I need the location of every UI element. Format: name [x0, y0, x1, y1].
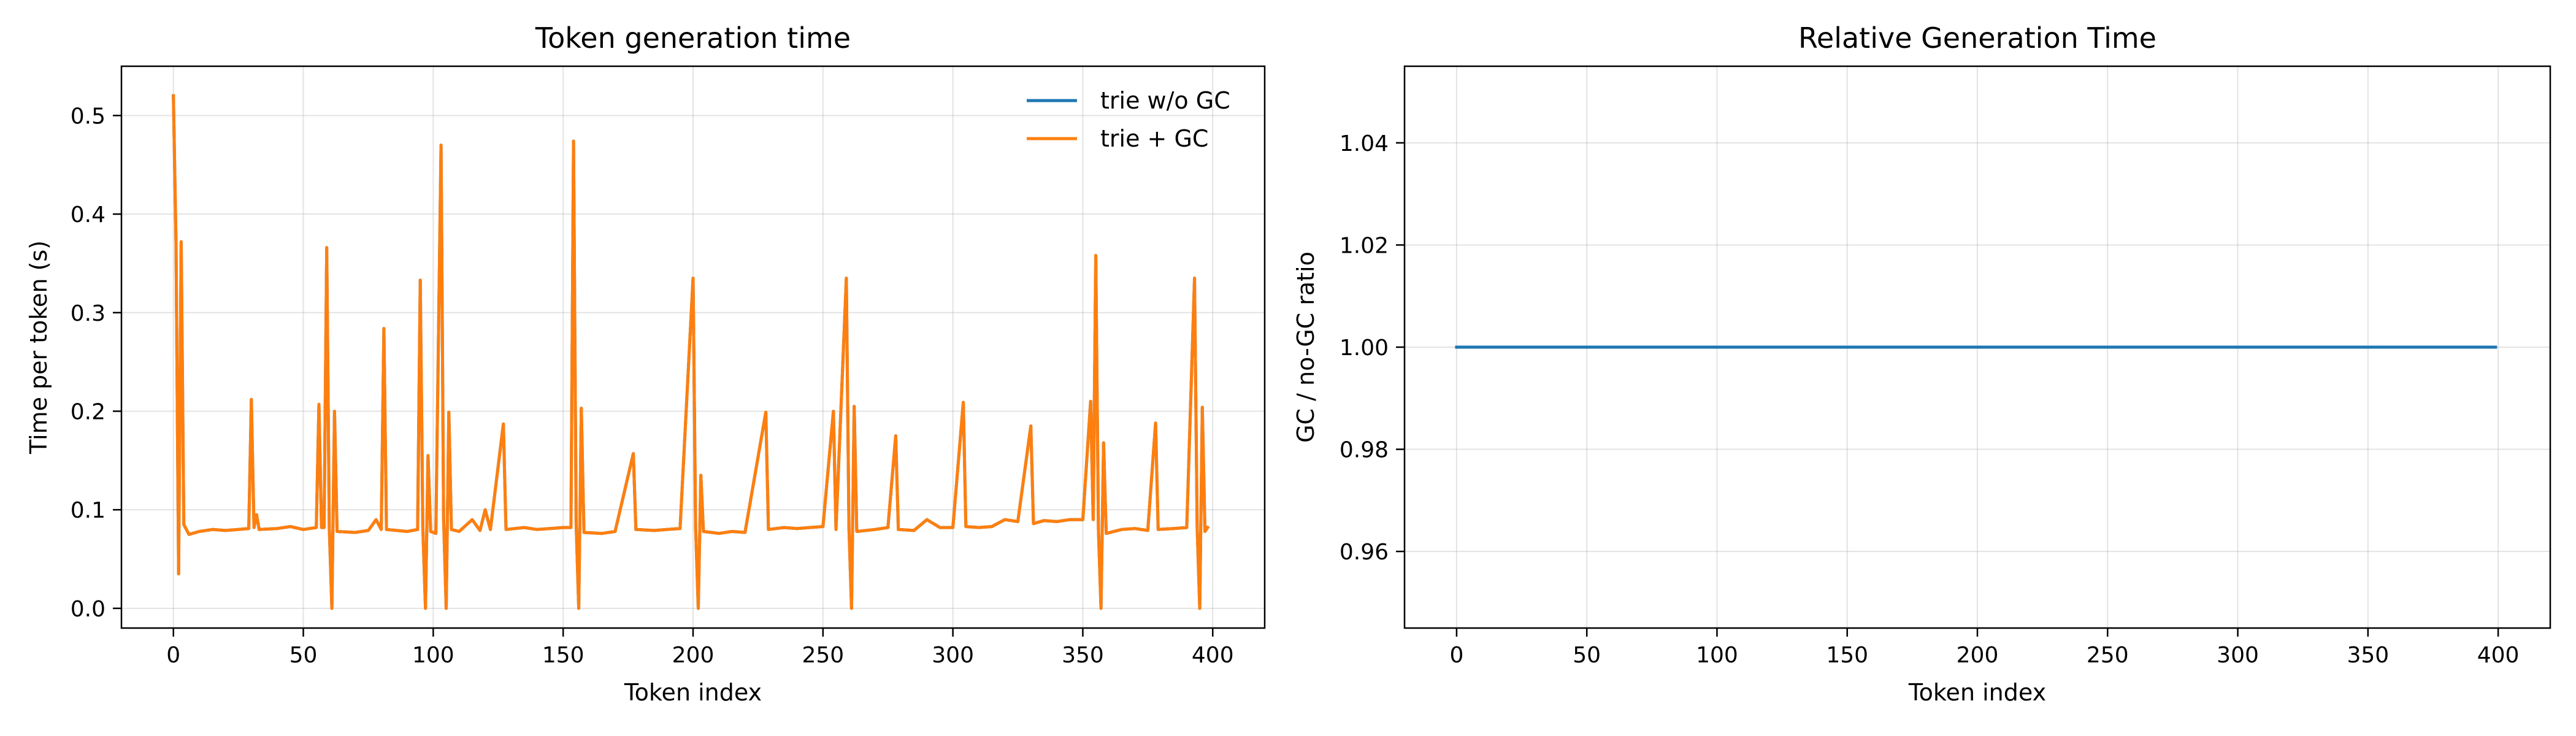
panel-relative-generation-time: 0 50 100 150 200 250 300 350 400 0.96 0.98 1.00 1.02…	[1292, 21, 2551, 706]
y-tick-label: 0.4	[71, 202, 105, 228]
x-tick-label: 250	[802, 643, 844, 668]
y-tick-label: 0.2	[71, 399, 105, 424]
x-axis-label: Token index	[624, 679, 762, 706]
x-tick-label: 100	[412, 643, 454, 668]
x-axis-label: Token index	[1908, 679, 2046, 706]
y-tick-label: 0.0	[71, 597, 105, 622]
x-tick-label: 200	[1957, 643, 1999, 668]
x-tick-label: 0	[1449, 643, 1463, 668]
panel-token-generation-time: 0 50 100 150 200 250 300 350 400 0.0 0.1 0.2 0.3 0.4 0…	[25, 21, 1266, 706]
y-tick-label: 0.5	[71, 104, 105, 129]
x-tick-label: 150	[1826, 643, 1868, 668]
x-tick-label: 50	[289, 643, 318, 668]
legend: trie w/o GC trie + GC	[1027, 87, 1230, 152]
legend-label: trie w/o GC	[1100, 87, 1230, 114]
x-tick-label: 400	[2477, 643, 2520, 668]
x-tick-label: 250	[2087, 643, 2129, 668]
y-axis-label: Time per token (s)	[25, 240, 52, 454]
x-tick-label: 100	[1696, 643, 1738, 668]
y-tick-label: 1.00	[1340, 335, 1389, 361]
x-tick-label: 50	[1573, 643, 1601, 668]
y-tick-label: 0.3	[71, 301, 105, 326]
y-tick-label: 1.02	[1340, 233, 1389, 258]
x-tick-label: 400	[1192, 643, 1234, 668]
y-tick-label: 0.96	[1340, 540, 1389, 565]
x-tick-label: 300	[932, 643, 974, 668]
chart-title: Relative Generation Time	[1798, 21, 2156, 55]
x-tick-label: 0	[166, 643, 180, 668]
x-tick-label: 350	[2347, 643, 2389, 668]
legend-label: trie + GC	[1100, 125, 1208, 152]
x-tick-label: 300	[2217, 643, 2259, 668]
y-tick-label: 0.98	[1340, 438, 1389, 463]
y-axis-label: GC / no-GC ratio	[1292, 251, 1319, 443]
x-tick-label: 350	[1062, 643, 1104, 668]
chart-title: Token generation time	[535, 21, 851, 55]
y-tick-label: 0.1	[71, 498, 105, 523]
x-tick-label: 200	[672, 643, 715, 668]
x-tick-label: 150	[542, 643, 585, 668]
series-line-2	[172, 94, 1210, 610]
y-tick-label: 1.04	[1340, 131, 1389, 156]
